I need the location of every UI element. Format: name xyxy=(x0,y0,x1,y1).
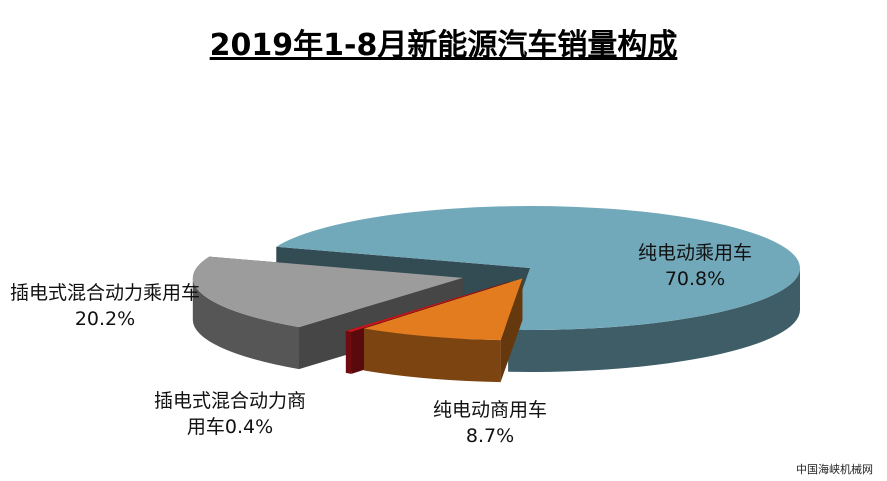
value-label: 8.7% xyxy=(465,425,515,447)
category-label: 插电式混合动力乘用车 xyxy=(10,282,201,304)
slice-label: 纯电动乘用车 70.8% xyxy=(615,240,775,292)
category-label: 纯电动乘用车 xyxy=(637,242,752,264)
value-label: 20.2% xyxy=(74,308,136,330)
watermark: 中国海峡机械网 xyxy=(796,463,873,476)
slice-label: 插电式混合动力乘用车 20.2% xyxy=(10,280,200,332)
category-label: 纯电动商用车 xyxy=(432,399,547,421)
slice xyxy=(364,278,523,341)
value-label: 0.4% xyxy=(224,416,274,438)
chart-title: 2019年1-8月新能源汽车销量构成 xyxy=(209,28,678,63)
slice-side xyxy=(345,330,352,374)
slice-side xyxy=(364,328,501,383)
chart-title-box: 2019年1-8月新能源汽车销量构成 xyxy=(0,20,887,64)
slice-label: 纯电动商用车 8.7% xyxy=(410,397,570,449)
slice-side xyxy=(508,268,800,373)
slice-label: 插电式混合动力商用车0.4% xyxy=(145,388,315,440)
category-label: 插电式混合动力商用车 xyxy=(153,390,306,438)
slice xyxy=(276,206,801,330)
slice xyxy=(192,256,463,328)
value-label: 70.8% xyxy=(664,268,726,290)
slice-side xyxy=(192,277,300,370)
slice xyxy=(345,281,510,332)
